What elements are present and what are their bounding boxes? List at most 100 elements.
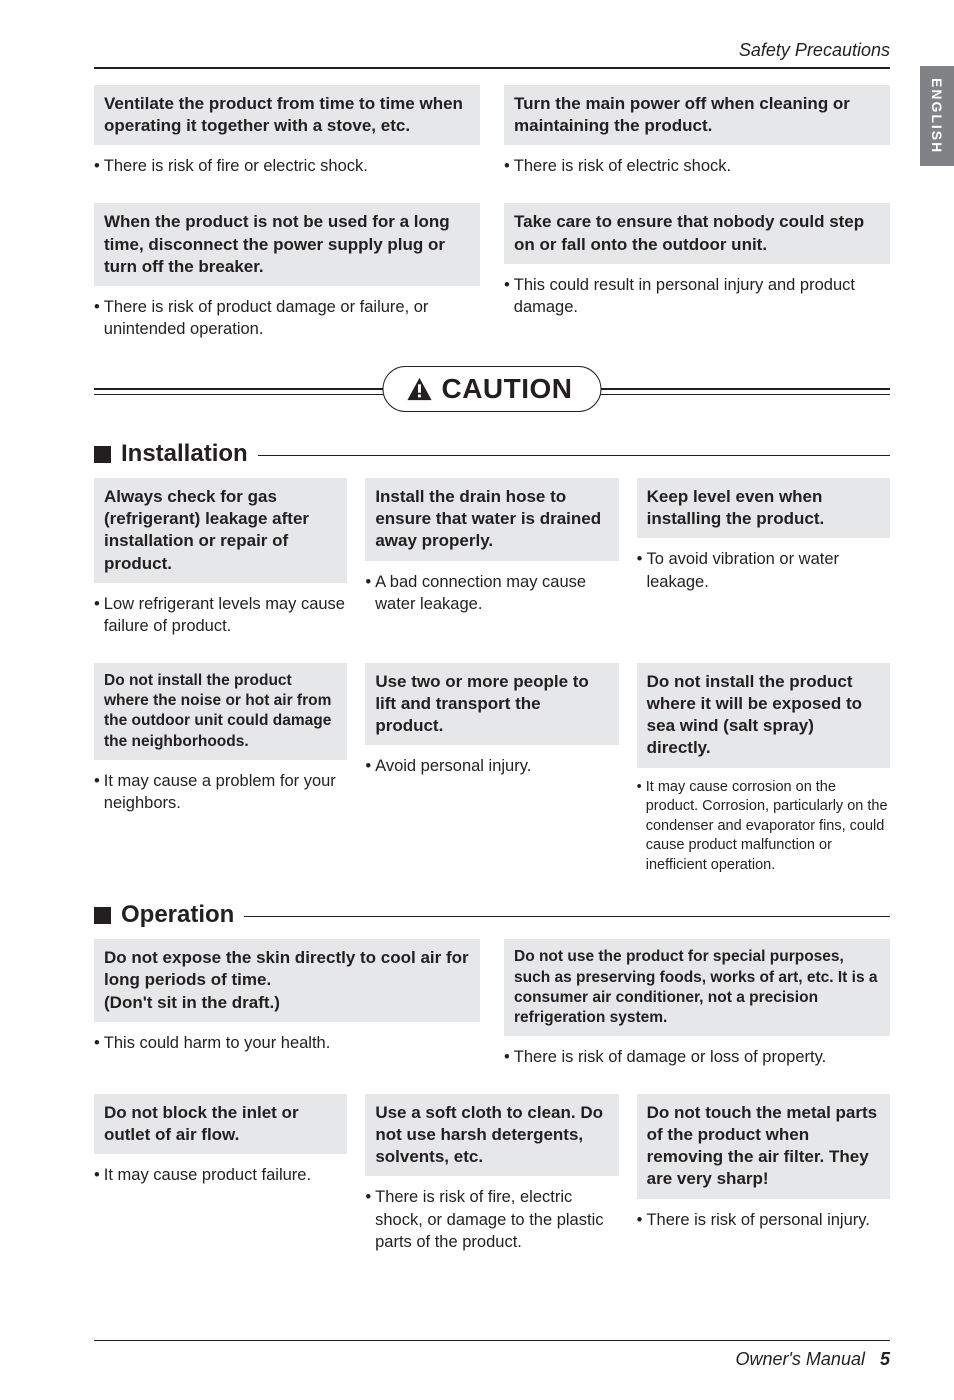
section-title: Operation	[121, 901, 234, 929]
bullet-icon: •	[94, 770, 104, 815]
install-head: Use two or more people to lift and trans…	[365, 663, 618, 745]
operation-head: Do not use the product for special purpo…	[504, 939, 890, 1036]
operation-head: Use a soft cloth to clean. Do not use ha…	[365, 1094, 618, 1176]
warning-cell: Turn the main power off when cleaning or…	[504, 85, 890, 177]
warning-body-text: There is risk of electric shock.	[514, 155, 731, 177]
bullet-icon: •	[504, 155, 514, 177]
operation-body-text: There is risk of damage or loss of prope…	[514, 1046, 826, 1068]
language-tab-label: ENGLISH	[929, 78, 945, 154]
install-body-text: It may cause a problem for your neighbor…	[104, 770, 348, 815]
install-head: Do not install the product where it will…	[637, 663, 890, 767]
install-body-text: It may cause corrosion on the product. C…	[646, 778, 890, 876]
warning-cell: Ventilate the product from time to time …	[94, 85, 480, 177]
operation-cell: Do not block the inlet or outlet of air …	[94, 1094, 347, 1253]
operation-head: Do not expose the skin directly to cool …	[94, 939, 480, 1021]
operation-cell: Do not expose the skin directly to cool …	[94, 939, 480, 1068]
install-body: • It may cause corrosion on the product.…	[637, 778, 890, 876]
section-head-operation: Operation	[94, 901, 890, 929]
bullet-icon: •	[504, 274, 514, 319]
install-body: • Low refrigerant levels may cause failu…	[94, 593, 347, 638]
footer-page-number: 5	[880, 1349, 890, 1369]
section-title: Installation	[121, 440, 248, 468]
install-cell: Do not install the product where it will…	[637, 663, 890, 875]
bullet-icon: •	[94, 155, 104, 177]
square-bullet-icon	[94, 907, 111, 924]
bullet-icon: •	[637, 778, 646, 876]
bullet-icon: •	[94, 593, 104, 638]
operation-row-1: Do not expose the skin directly to cool …	[94, 939, 890, 1068]
install-body: • To avoid vibration or water leakage.	[637, 548, 890, 593]
operation-body-text: This could harm to your health.	[104, 1032, 331, 1054]
operation-cell: Do not touch the metal parts of the prod…	[637, 1094, 890, 1253]
footer-line: Owner's Manual 5	[94, 1349, 890, 1370]
square-bullet-icon	[94, 446, 111, 463]
operation-cell: Do not use the product for special purpo…	[504, 939, 890, 1068]
section-rule	[244, 916, 890, 917]
section-head-installation: Installation	[94, 440, 890, 468]
install-cell: Install the drain hose to ensure that wa…	[365, 478, 618, 637]
install-row-2: Do not install the product where the noi…	[94, 663, 890, 875]
install-cell: Do not install the product where the noi…	[94, 663, 347, 875]
operation-cell: Use a soft cloth to clean. Do not use ha…	[365, 1094, 618, 1253]
warning-body-text: There is risk of fire or electric shock.	[104, 155, 368, 177]
warning-body: • There is risk of product damage or fai…	[94, 296, 480, 341]
warning-body: • There is risk of electric shock.	[504, 155, 890, 177]
warning-cell: When the product is not be used for a lo…	[94, 203, 480, 340]
head-rule	[94, 67, 890, 69]
warning-cell: Take care to ensure that nobody could st…	[504, 203, 890, 340]
install-body: • It may cause a problem for your neighb…	[94, 770, 347, 815]
operation-head: Do not block the inlet or outlet of air …	[94, 1094, 347, 1154]
page: Safety Precautions ENGLISH Ventilate the…	[0, 0, 954, 1400]
footer-manual-label: Owner's Manual	[735, 1349, 865, 1369]
warning-body: • This could result in personal injury a…	[504, 274, 890, 319]
install-cell: Always check for gas (refrigerant) leaka…	[94, 478, 347, 637]
language-tab: ENGLISH	[920, 66, 954, 166]
warning-head: Take care to ensure that nobody could st…	[504, 203, 890, 263]
warning-triangle-icon	[405, 376, 433, 402]
install-body-text: Low refrigerant levels may cause failure…	[104, 593, 348, 638]
warning-head: Turn the main power off when cleaning or…	[504, 85, 890, 145]
warning-head: When the product is not be used for a lo…	[94, 203, 480, 285]
operation-body-text: It may cause product failure.	[104, 1164, 311, 1186]
bullet-icon: •	[365, 571, 375, 616]
install-cell: Use two or more people to lift and trans…	[365, 663, 618, 875]
install-head: Keep level even when installing the prod…	[637, 478, 890, 538]
install-head: Do not install the product where the noi…	[94, 663, 347, 760]
warning-head: Ventilate the product from time to time …	[94, 85, 480, 145]
install-body-text: To avoid vibration or water leakage.	[646, 548, 890, 593]
bullet-icon: •	[94, 296, 104, 341]
operation-body-text: There is risk of fire, electric shock, o…	[375, 1186, 619, 1253]
operation-body: • There is risk of personal injury.	[637, 1209, 890, 1231]
operation-row-2: Do not block the inlet or outlet of air …	[94, 1094, 890, 1253]
install-body-text: A bad connection may cause water leakage…	[375, 571, 619, 616]
warning-body-text: This could result in personal injury and…	[514, 274, 890, 319]
footer-rule	[94, 1340, 890, 1341]
install-body: • Avoid personal injury.	[365, 755, 618, 777]
warning-row-2: When the product is not be used for a lo…	[94, 203, 890, 340]
install-row-1: Always check for gas (refrigerant) leaka…	[94, 478, 890, 637]
running-head: Safety Precautions	[94, 40, 890, 61]
caution-divider: CAUTION	[94, 366, 890, 418]
page-footer: Owner's Manual 5	[94, 1340, 890, 1370]
install-head: Install the drain hose to ensure that wa…	[365, 478, 618, 560]
operation-body-text: There is risk of personal injury.	[646, 1209, 869, 1231]
bullet-icon: •	[365, 755, 375, 777]
bullet-icon: •	[637, 548, 647, 593]
operation-body: • This could harm to your health.	[94, 1032, 480, 1054]
operation-body: • It may cause product failure.	[94, 1164, 347, 1186]
bullet-icon: •	[94, 1164, 104, 1186]
install-body-text: Avoid personal injury.	[375, 755, 531, 777]
operation-body: • There is risk of fire, electric shock,…	[365, 1186, 618, 1253]
operation-body: • There is risk of damage or loss of pro…	[504, 1046, 890, 1068]
install-head: Always check for gas (refrigerant) leaka…	[94, 478, 347, 582]
bullet-icon: •	[637, 1209, 647, 1231]
warning-body: • There is risk of fire or electric shoc…	[94, 155, 480, 177]
caution-pill: CAUTION	[382, 366, 601, 412]
operation-head: Do not touch the metal parts of the prod…	[637, 1094, 890, 1198]
section-rule	[258, 455, 890, 456]
caution-label: CAUTION	[441, 373, 572, 405]
warning-row-1: Ventilate the product from time to time …	[94, 85, 890, 177]
warning-body-text: There is risk of product damage or failu…	[104, 296, 480, 341]
install-body: • A bad connection may cause water leaka…	[365, 571, 618, 616]
install-cell: Keep level even when installing the prod…	[637, 478, 890, 637]
